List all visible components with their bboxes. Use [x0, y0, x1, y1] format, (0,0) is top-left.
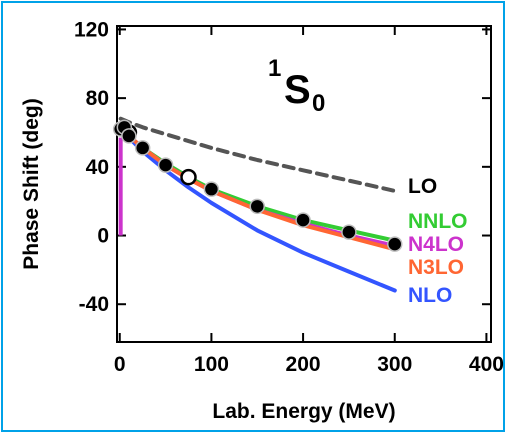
chart-title-letter: S: [284, 68, 311, 112]
legend-label-nnlo: NNLO: [408, 210, 468, 233]
data-point-filled: [295, 212, 311, 228]
data-point-filled: [203, 181, 220, 197]
data-point-filled: [249, 198, 265, 215]
x-tick-label: 400: [469, 353, 504, 376]
y-tick-label: -40: [79, 293, 109, 316]
y-tick-label: 120: [74, 18, 109, 41]
legend-label-n3lo: N3LO: [408, 256, 464, 279]
chart-title-superscript: 1: [268, 55, 281, 82]
data-point-filled: [134, 140, 151, 156]
axis-ticks: 0 100 200 300 400 -40 0 40 80 120: [74, 18, 504, 376]
legend-label-n4lo: N4LO: [408, 233, 464, 256]
data-point-filled: [157, 157, 174, 173]
data-point-filled: [341, 224, 357, 240]
series-line-lo: [118, 116, 397, 193]
series-line-nnlo: [118, 127, 397, 243]
y-axis-label: Phase Shift (deg): [20, 98, 43, 270]
x-tick-label: 100: [194, 353, 229, 376]
data-points: [112, 119, 403, 252]
y-tick-label: 0: [97, 225, 109, 248]
legend-label-lo: LO: [408, 175, 437, 198]
y-tick-label: 80: [86, 87, 109, 110]
data-point-open: [180, 168, 197, 186]
series-line-n3lo: [118, 127, 397, 252]
x-tick-label: 0: [114, 353, 126, 376]
x-axis-label: Lab. Energy (MeV): [212, 400, 395, 423]
y-tick-label: 40: [86, 156, 109, 179]
chart-title-subscript: 0: [312, 90, 325, 117]
data-point-filled: [387, 236, 403, 252]
data-point-filled: [121, 128, 137, 144]
x-tick-label: 300: [377, 353, 412, 376]
legend-label-nlo: NLO: [408, 284, 452, 307]
x-tick-label: 200: [286, 353, 321, 376]
